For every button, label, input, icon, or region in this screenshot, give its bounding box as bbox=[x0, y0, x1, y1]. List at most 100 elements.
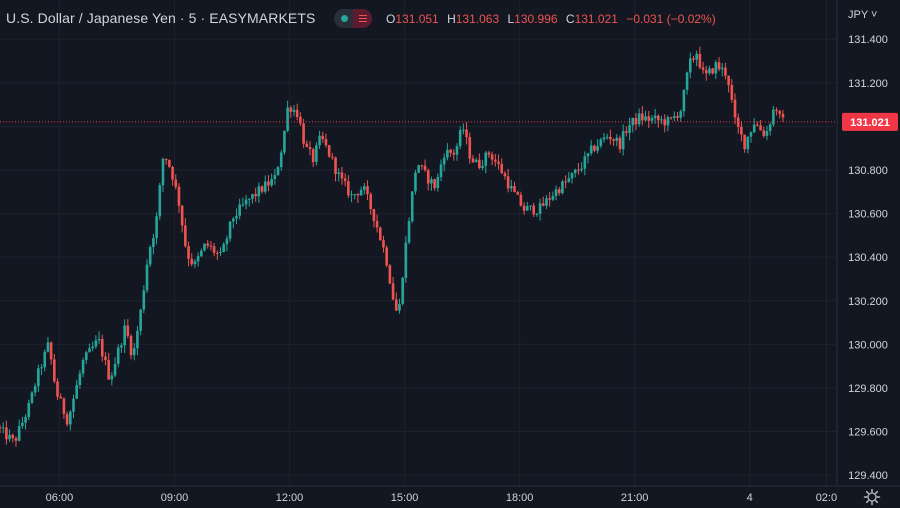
candle-body bbox=[132, 348, 136, 356]
candle-body bbox=[11, 434, 15, 439]
candle-body bbox=[177, 186, 181, 206]
candle-body bbox=[196, 256, 200, 262]
candle-body bbox=[733, 99, 737, 118]
candle-body bbox=[49, 342, 53, 360]
candle-body bbox=[171, 166, 174, 180]
candle-body bbox=[580, 168, 583, 171]
candle-body bbox=[676, 116, 679, 118]
candle-body bbox=[216, 252, 219, 254]
candle-body bbox=[378, 227, 382, 241]
low-label: L bbox=[507, 12, 515, 26]
market-status-toggle[interactable] bbox=[334, 9, 372, 28]
candle-body bbox=[436, 177, 440, 189]
candle-body bbox=[228, 221, 232, 239]
candle-body bbox=[219, 251, 222, 253]
candle-body bbox=[720, 67, 724, 70]
candle-body bbox=[203, 243, 206, 251]
candle-body bbox=[164, 158, 168, 161]
candle-body bbox=[241, 204, 245, 206]
candle-body bbox=[91, 346, 94, 349]
candle-body bbox=[446, 149, 449, 158]
status-dot-icon bbox=[341, 15, 348, 22]
candle-body bbox=[593, 145, 596, 151]
candle-body bbox=[548, 198, 551, 200]
candle-body bbox=[184, 225, 187, 247]
candle-body bbox=[123, 325, 126, 346]
candle-body bbox=[455, 146, 459, 155]
candle-body bbox=[631, 117, 635, 126]
candle-body bbox=[8, 434, 11, 440]
candle-body bbox=[212, 246, 216, 253]
candle-body bbox=[56, 381, 59, 397]
candle-body bbox=[586, 153, 590, 157]
candle-body bbox=[59, 396, 63, 399]
candle-body bbox=[513, 186, 516, 193]
chart-header: U.S. Dollar / Japanese Yen · 5 · EASYMAR… bbox=[0, 0, 840, 36]
candle-body bbox=[337, 172, 341, 174]
candle-body bbox=[136, 330, 139, 349]
time-tick-label: 21:00 bbox=[621, 492, 649, 504]
candle-body bbox=[385, 247, 388, 266]
candle-body bbox=[545, 198, 548, 206]
candle-body bbox=[299, 116, 302, 124]
candle-body bbox=[494, 159, 497, 162]
candle-body bbox=[72, 398, 75, 412]
candle-body bbox=[0, 427, 2, 429]
candle-body bbox=[84, 352, 88, 360]
candle-body bbox=[672, 116, 676, 118]
flag-icon[interactable] bbox=[353, 9, 372, 28]
candle-body bbox=[525, 206, 529, 211]
candle-body bbox=[276, 167, 280, 176]
candle-body bbox=[305, 143, 309, 148]
candle-body bbox=[554, 189, 558, 196]
candle-body bbox=[331, 156, 334, 158]
candle-body bbox=[247, 198, 251, 200]
candle-body bbox=[158, 185, 162, 217]
candle-body bbox=[596, 146, 599, 151]
candle-body bbox=[308, 147, 312, 150]
candle-body bbox=[347, 181, 350, 196]
candle-body bbox=[740, 126, 743, 135]
candle-body bbox=[727, 75, 730, 86]
symbol-title[interactable]: U.S. Dollar / Japanese Yen · 5 · EASYMAR… bbox=[6, 10, 316, 26]
candle-body bbox=[225, 238, 229, 245]
time-axis: 06:00 09:00 12:00 15:00 18:00 21:00 4 02:0 bbox=[46, 492, 837, 504]
candle-body bbox=[564, 181, 567, 183]
candle-body bbox=[315, 145, 318, 162]
time-tick-label: 02:0 bbox=[816, 492, 837, 504]
candle-body bbox=[37, 368, 40, 387]
candle-body bbox=[679, 111, 682, 118]
candle-body bbox=[254, 194, 257, 197]
candle-body bbox=[660, 119, 663, 121]
candle-body bbox=[615, 137, 619, 141]
candle-body bbox=[129, 336, 133, 356]
candle-body bbox=[535, 213, 539, 215]
candle-body bbox=[174, 179, 178, 187]
candle-body bbox=[120, 345, 123, 348]
high-label: H bbox=[447, 12, 456, 26]
settings-icon[interactable] bbox=[862, 487, 882, 507]
candle-body bbox=[311, 149, 315, 162]
candle-body bbox=[126, 325, 130, 337]
candle-body bbox=[46, 342, 50, 352]
candle-body bbox=[557, 189, 561, 194]
currency-selector[interactable]: JPY ˅ bbox=[848, 9, 878, 21]
candle-body bbox=[478, 159, 481, 169]
candle-body bbox=[752, 124, 756, 133]
candle-body bbox=[692, 58, 695, 60]
candle-body bbox=[625, 131, 628, 133]
candle-body bbox=[81, 359, 85, 374]
time-tick-label: 18:00 bbox=[506, 492, 534, 504]
candle-body bbox=[231, 218, 235, 222]
candle-body bbox=[104, 356, 107, 361]
candle-body bbox=[17, 426, 21, 441]
candle-body bbox=[21, 422, 24, 427]
candle-body bbox=[711, 68, 714, 74]
candle-body bbox=[263, 181, 267, 192]
candle-body bbox=[69, 411, 72, 425]
candle-body bbox=[295, 109, 299, 117]
candle-body bbox=[88, 348, 91, 353]
candle-body bbox=[65, 413, 69, 425]
candle-body bbox=[439, 164, 443, 178]
